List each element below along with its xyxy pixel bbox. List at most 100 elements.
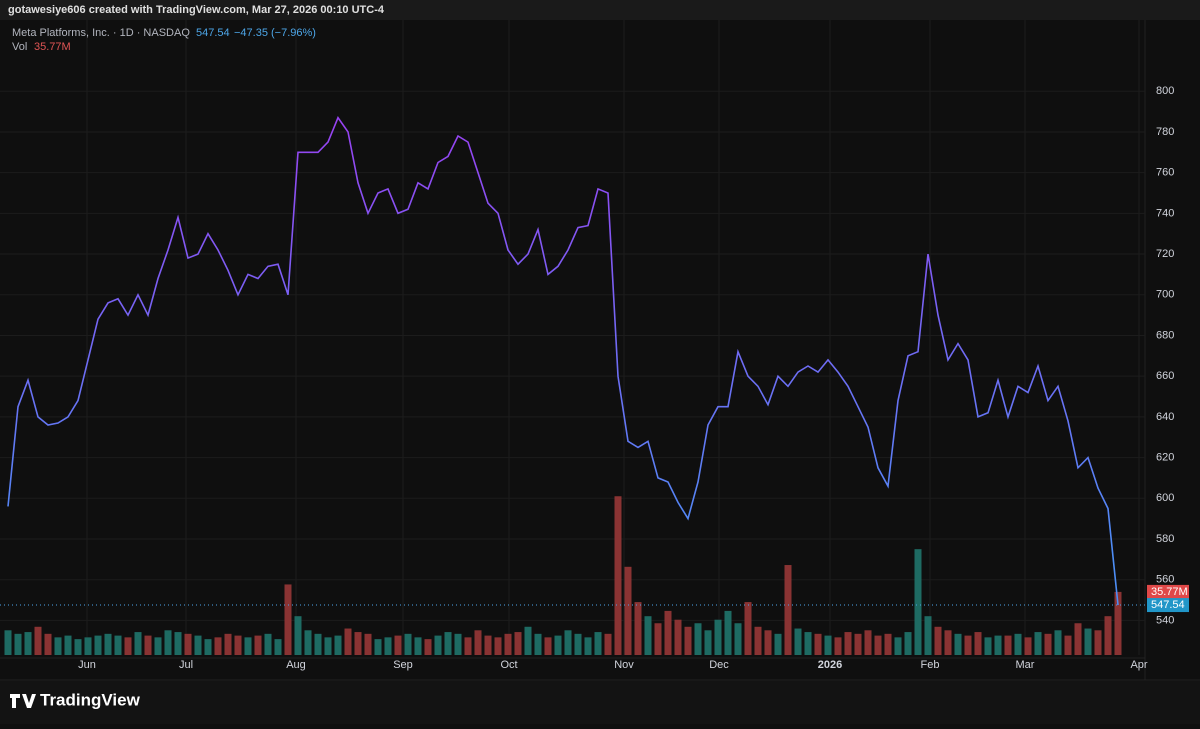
volume-bar [954,633,962,655]
volume-bar [204,639,212,655]
volume-bar [54,637,62,655]
volume-bar [714,619,722,655]
volume-bar [1014,633,1022,655]
volume-bar [64,635,72,655]
volume-bar [304,630,312,655]
volume-bar [494,637,502,655]
volume-bar [574,633,582,655]
y-tick-label: 580 [1156,533,1174,545]
volume-bar [1004,635,1012,655]
volume-bar [184,633,192,655]
y-tick-label: 800 [1156,85,1174,97]
x-tick-label: Nov [614,659,634,671]
volume-bar [444,632,452,655]
y-tick-label: 780 [1156,126,1174,138]
volume-bar [334,635,342,655]
volume-bar [784,565,792,655]
volume-bar [454,633,462,655]
volume-bar [1094,630,1102,655]
volume-bar [244,637,252,655]
volume-bar [584,637,592,655]
symbol: Meta Platforms, Inc. · 1D · NASDAQ [12,27,190,39]
x-tick-label: Sep [393,659,413,671]
volume-bar [374,639,382,655]
volume-bar [774,633,782,655]
x-tick-label: Feb [921,659,940,671]
volume-bar [114,635,122,655]
volume-bar [534,633,542,655]
volume-bar [404,633,412,655]
top-bar [0,0,1200,20]
x-tick-label: Jul [179,659,193,671]
volume-bar [504,633,512,655]
volume-bar [124,637,132,655]
volume-bar [804,632,812,655]
volume-bar [1104,616,1112,655]
volume-bar [1034,632,1042,655]
x-tick-label: Apr [1130,659,1147,671]
volume-bar [524,626,532,655]
volume-bar [264,633,272,655]
volume-bar [84,637,92,655]
x-tick-label: Dec [709,659,729,671]
volume-bar [744,602,752,655]
volume-bar [434,635,442,655]
last-price: 547.54 [196,27,230,39]
y-tick-label: 740 [1156,207,1174,219]
x-tick-label: Oct [500,659,517,671]
volume-bar [684,626,692,655]
volume-bar [94,635,102,655]
volume-bar [624,566,632,655]
volume-bar [4,630,12,655]
volume-bar [844,632,852,655]
y-tick-label: 660 [1156,370,1174,382]
volume-bar [704,630,712,655]
volume-bar [554,635,562,655]
volume-bar [144,635,152,655]
volume-bar [134,632,142,655]
volume-bar [794,628,802,655]
volume-bar [674,619,682,655]
y-tick-label: 700 [1156,289,1174,301]
volume-bar [694,623,702,655]
volume-bar [154,637,162,655]
volume-badge [1147,584,1189,599]
volume-bar [1114,591,1122,655]
volume-bar [284,584,292,655]
volume-bar [614,496,622,655]
price-change: −47.35 (−7.96%) [234,27,316,39]
volume-bar [24,632,32,655]
x-tick-label: Aug [286,659,306,671]
volume-bar [604,633,612,655]
volume-bar [974,632,982,655]
volume-bar [904,632,912,655]
watermark: gotawesiye606 created with TradingView.c… [8,4,385,16]
y-tick-label: 640 [1156,411,1174,423]
volume-bar [544,637,552,655]
volume-bar [234,635,242,655]
logo [10,694,36,708]
volume-bar [964,635,972,655]
volume-bar [384,637,392,655]
volume-bar [634,602,642,655]
price-badge-label: 547.54 [1151,599,1185,611]
x-tick-label: 2026 [818,659,842,671]
volume-bar [944,630,952,655]
volume-bar [884,633,892,655]
volume-bar [664,610,672,655]
footer [0,681,1200,724]
volume-bar [564,630,572,655]
volume-bar [1074,623,1082,655]
volume-bar [464,637,472,655]
volume-bar [1024,637,1032,655]
volume-bar [984,637,992,655]
y-tick-label: 540 [1156,614,1174,626]
volume-bar [354,632,362,655]
volume-bar [74,639,82,655]
volume-bar [934,626,942,655]
volume-bar [484,635,492,655]
volume-bar [1064,635,1072,655]
volume-value: 35.77M [34,41,71,53]
volume-bar [414,637,422,655]
